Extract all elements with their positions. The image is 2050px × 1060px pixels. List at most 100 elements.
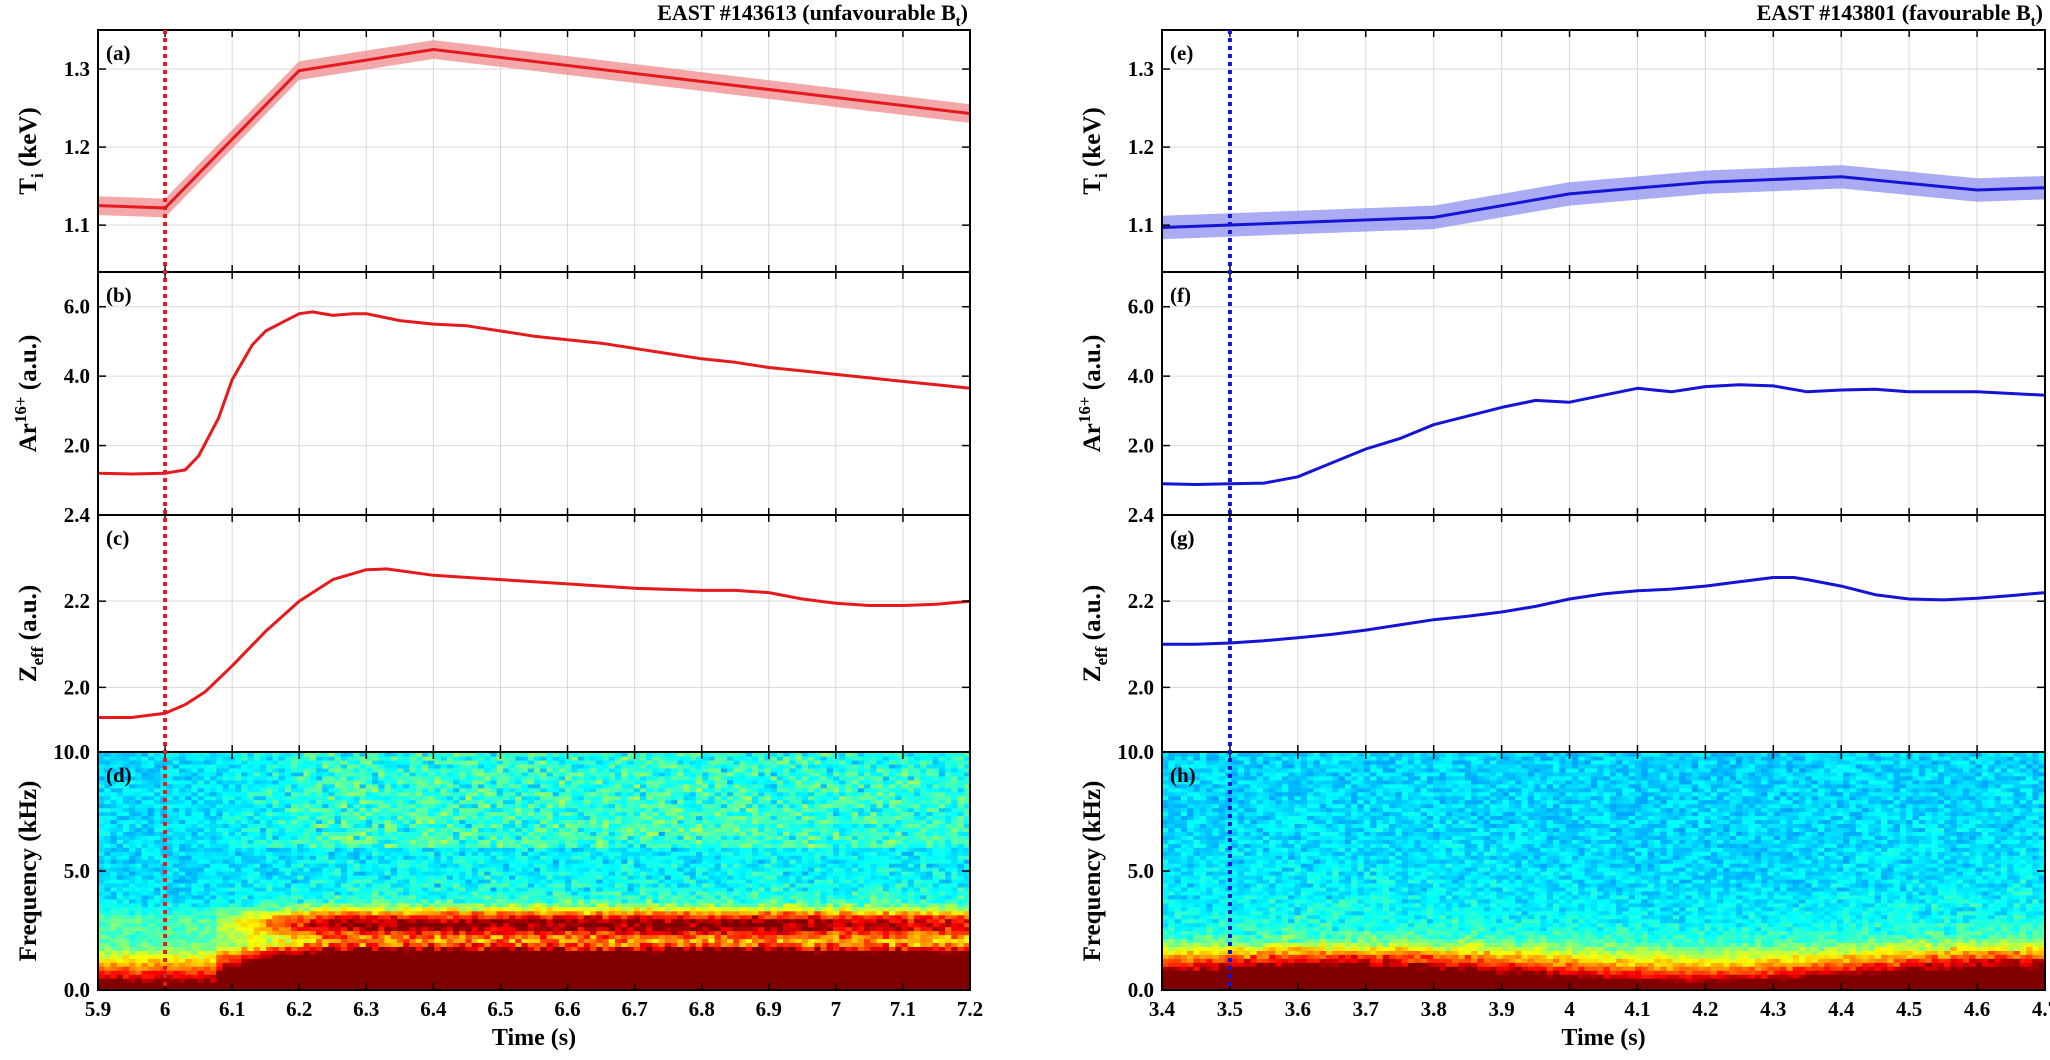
spectrogram-cell — [546, 787, 554, 793]
spectrogram-cell — [372, 851, 379, 856]
spectrogram-cell — [571, 787, 579, 793]
spectrogram-cell — [185, 918, 192, 924]
spectrogram-cell — [141, 918, 149, 924]
spectrogram-cell — [502, 894, 510, 900]
spectrogram-cell — [135, 807, 143, 813]
spectrogram-cell — [222, 807, 230, 813]
spectrogram-cell — [216, 894, 224, 900]
spectrogram-cell — [272, 859, 280, 864]
spectrogram-cell — [540, 763, 547, 769]
spectrogram-cell — [297, 767, 305, 773]
spectrogram-cell — [453, 878, 460, 884]
spectrogram-cell — [534, 815, 541, 821]
spectrogram-cell — [421, 771, 429, 777]
spectrogram-cell — [440, 950, 448, 955]
spectrogram-cell — [577, 863, 585, 868]
spectrogram-cell — [328, 986, 336, 991]
spectrogram-cell — [172, 906, 180, 912]
spectrogram-cell — [340, 791, 348, 797]
spectrogram-cell — [409, 966, 417, 971]
spectrogram-cell — [210, 986, 217, 991]
spectrogram-cell — [521, 752, 529, 757]
spectrogram-cell — [440, 775, 448, 781]
spectrogram-cell — [247, 878, 255, 884]
spectrogram-cell — [558, 787, 566, 793]
spectrogram-cell — [347, 803, 354, 809]
spectrogram-cell — [515, 950, 523, 955]
y-axis-label-main: Z — [15, 666, 42, 683]
spectrogram-cell — [179, 795, 186, 801]
spectrogram-cell — [558, 962, 566, 967]
spectrogram-cell — [502, 902, 510, 908]
spectrogram-cell — [465, 843, 473, 848]
spectrogram-cell — [384, 906, 392, 912]
spectrogram-cell — [291, 799, 298, 805]
spectrogram-cell — [496, 871, 504, 876]
spectrogram-cell — [116, 815, 124, 821]
spectrogram-cell — [496, 934, 504, 940]
spectrogram-cell — [453, 775, 460, 781]
spectrogram-cell — [129, 803, 136, 809]
spectrogram-cell — [141, 930, 149, 936]
y-tick-label: 1.1 — [64, 213, 90, 237]
spectrogram-cell — [154, 851, 161, 856]
spectrogram-cell — [197, 823, 205, 828]
spectrogram-cell — [477, 958, 485, 963]
spectrogram-cell — [328, 894, 336, 900]
spectrogram-cell — [278, 871, 286, 876]
spectrogram-cell — [253, 767, 261, 773]
spectrogram-cell — [179, 867, 186, 872]
spectrogram-cell — [428, 787, 435, 793]
spectrogram-cell — [534, 954, 541, 959]
spectrogram-cell — [390, 843, 398, 848]
spectrogram-cell — [216, 966, 224, 971]
spectrogram-cell — [372, 978, 379, 983]
spectrogram-cell — [477, 855, 485, 860]
spectrogram-cell — [546, 752, 554, 757]
spectrogram-cell — [365, 966, 373, 971]
spectrogram-cell — [390, 775, 398, 781]
spectrogram-cell — [446, 906, 454, 912]
spectrogram-cell — [253, 799, 261, 805]
spectrogram-cell — [353, 759, 361, 765]
spectrogram-cell — [340, 807, 348, 813]
spectrogram-cell — [172, 811, 180, 817]
spectrogram-cell — [477, 871, 485, 876]
spectrogram-cell — [328, 882, 336, 888]
spectrogram-cell — [590, 779, 597, 785]
spectrogram-cell — [502, 763, 510, 769]
spectrogram-cell — [322, 835, 329, 840]
spectrogram-cell — [453, 950, 460, 955]
spectrogram-cell — [340, 886, 348, 892]
spectrogram-cell — [253, 771, 261, 777]
spectrogram-cell — [440, 759, 448, 765]
spectrogram-cell — [266, 819, 273, 824]
spectrogram-cell — [409, 775, 417, 781]
spectrogram-cell — [502, 942, 510, 947]
spectrogram-cell — [259, 914, 267, 920]
spectrogram-cell — [515, 934, 523, 940]
spectrogram-cell — [303, 795, 311, 801]
spectrogram-cell — [515, 954, 523, 959]
spectrogram-cell — [160, 767, 168, 773]
spectrogram-cell — [334, 775, 342, 781]
spectrogram-cell — [179, 886, 186, 892]
spectrogram-cell — [390, 819, 398, 824]
spectrogram-cell — [571, 918, 579, 924]
spectrogram-cell — [278, 938, 286, 943]
spectrogram-cell — [577, 791, 585, 797]
spectrogram-cell — [390, 938, 398, 943]
spectrogram-cell — [409, 783, 417, 789]
spectrogram-cell — [309, 756, 317, 761]
spectrogram-cell — [328, 787, 336, 793]
spectrogram-cell — [284, 871, 292, 876]
spectrogram-cell — [216, 867, 224, 872]
spectrogram-cell — [309, 954, 317, 959]
spectrogram-cell — [583, 986, 591, 991]
spectrogram-cell — [328, 752, 336, 757]
spectrogram-cell — [365, 831, 373, 836]
spectrogram-cell — [203, 759, 211, 765]
spectrogram-cell — [116, 799, 124, 805]
spectrogram-cell — [515, 966, 523, 971]
spectrogram-cell — [565, 843, 572, 848]
